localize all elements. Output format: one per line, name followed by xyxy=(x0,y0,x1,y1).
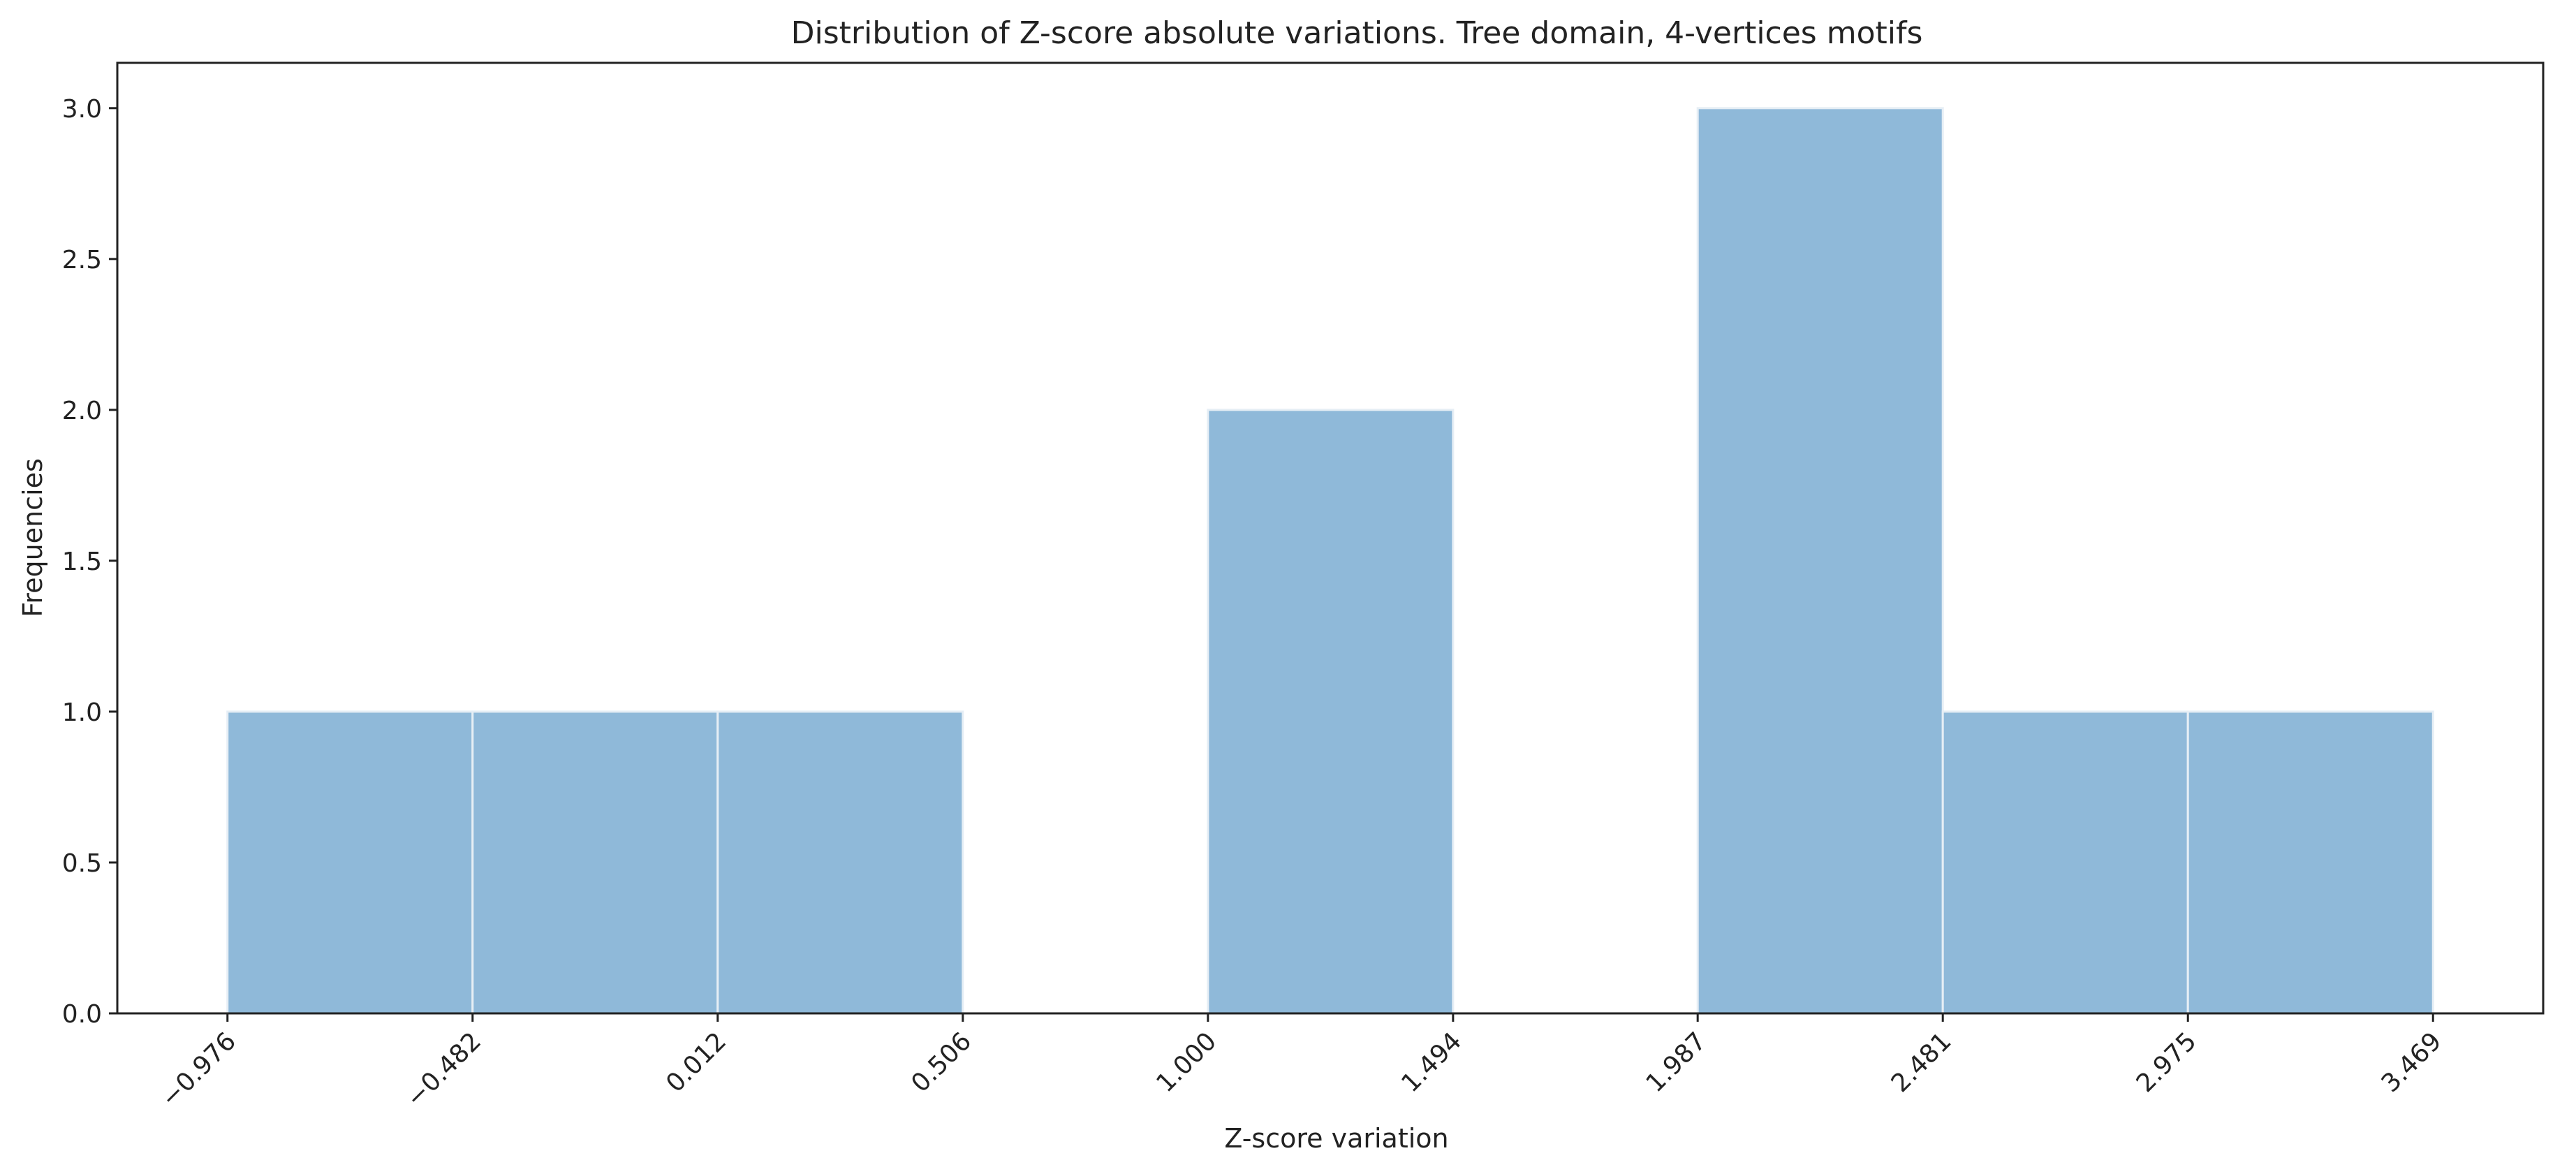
chart-title: Distribution of Z-score absolute variati… xyxy=(791,15,1923,51)
histogram-bar xyxy=(2186,710,2434,1015)
y-ticks: 0.0 0.5 1.0 1.5 2.0 2.5 3.0 xyxy=(62,95,117,1029)
y-tick-label: 3.0 xyxy=(62,95,102,124)
y-tick-label: 1.5 xyxy=(62,548,102,576)
histogram-bar xyxy=(1696,107,1944,1015)
plot-frame xyxy=(116,61,2545,1015)
y-tick-label: 2.0 xyxy=(62,397,102,425)
histogram-bar xyxy=(1941,710,2189,1015)
histogram-bar xyxy=(1207,409,1455,1015)
x-axis-label: Z-score variation xyxy=(1224,1123,1448,1154)
y-tick-label: 1.0 xyxy=(62,698,102,727)
y-tick-label: 0.5 xyxy=(62,849,102,878)
y-tick-label: 2.5 xyxy=(62,246,102,274)
histogram-bar xyxy=(226,710,474,1015)
histogram-bar xyxy=(471,710,719,1015)
y-axis-label: Frequencies xyxy=(17,458,48,617)
histogram-bar xyxy=(716,710,964,1015)
bars-layer xyxy=(226,107,2434,1015)
y-tick-label: 0.0 xyxy=(62,1000,102,1029)
